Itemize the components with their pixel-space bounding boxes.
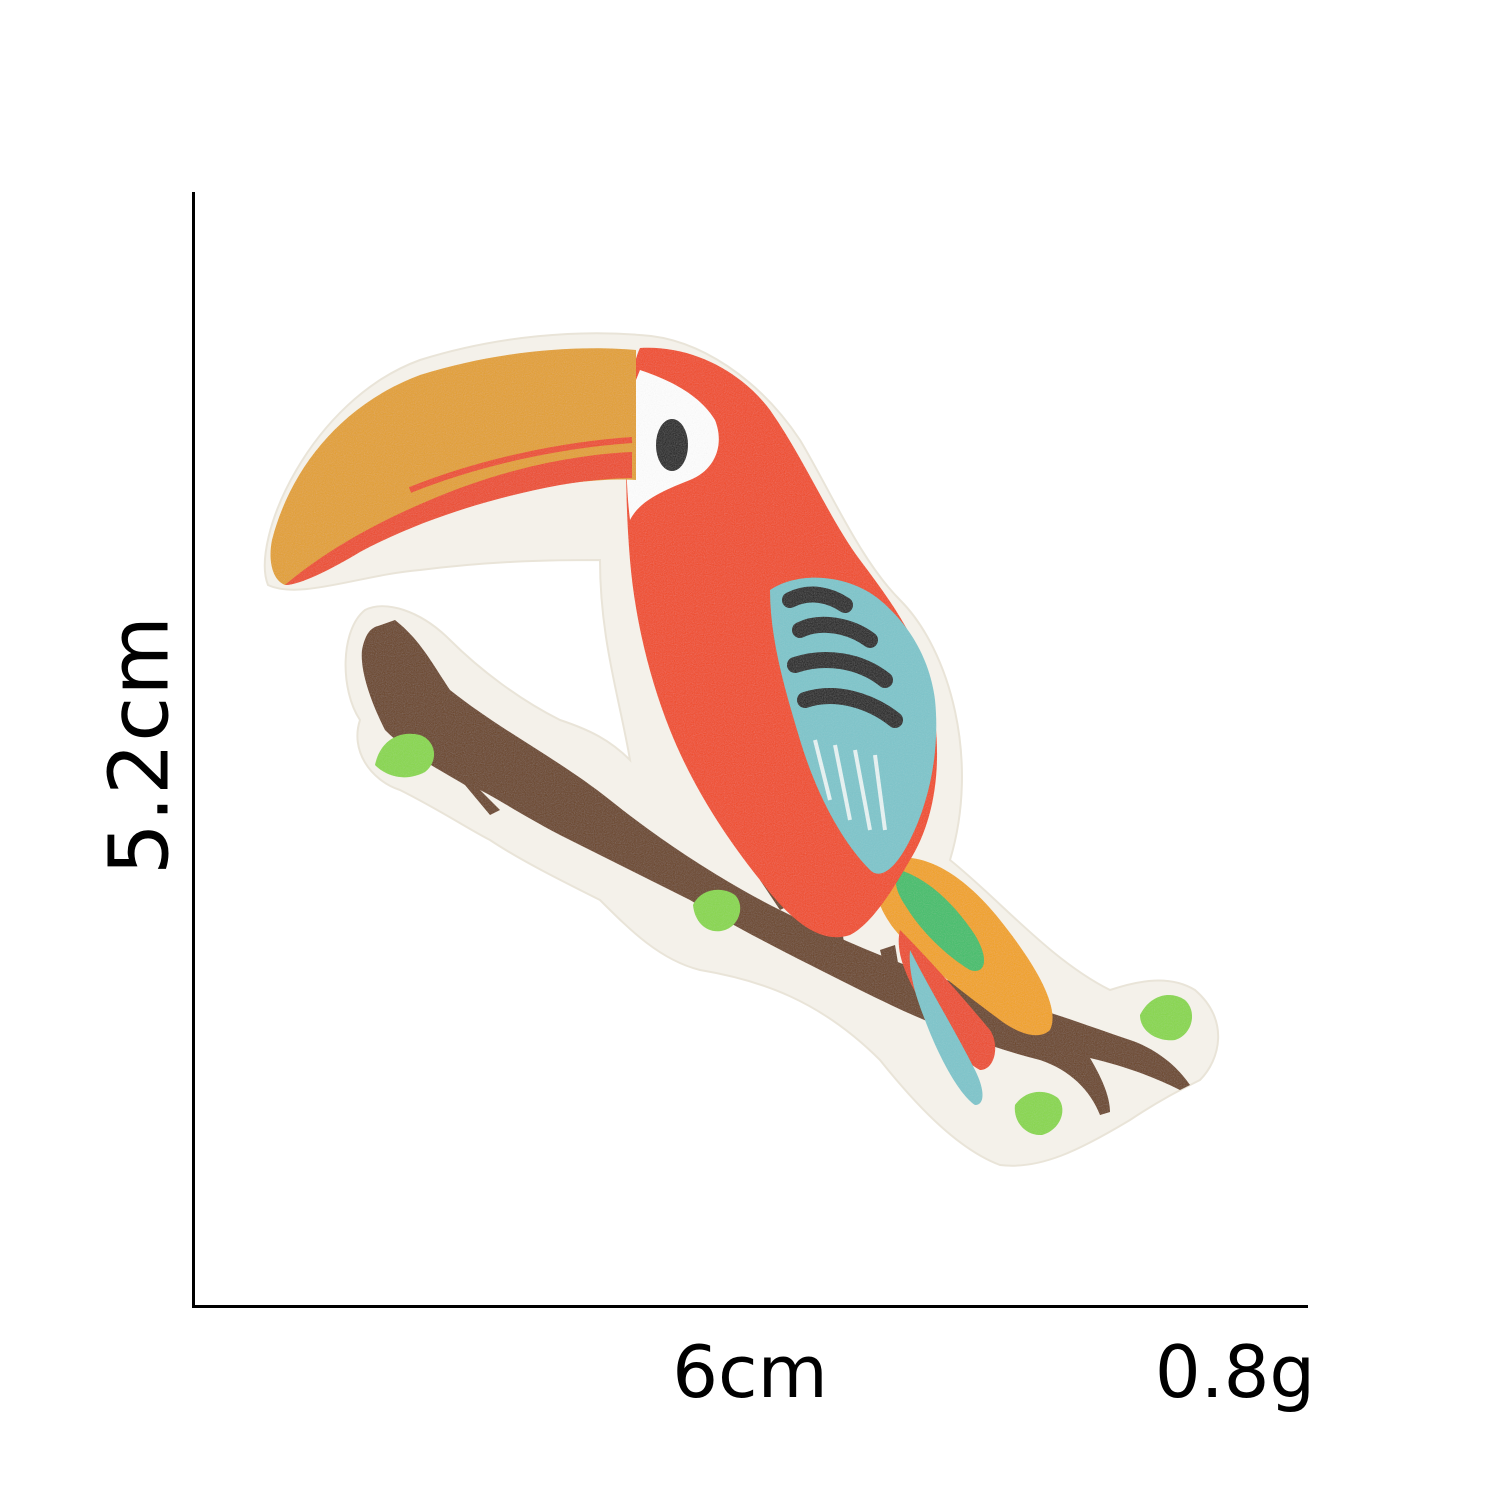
toucan-eye-icon	[656, 419, 688, 471]
toucan-wing	[770, 577, 937, 874]
vertical-dimension-line	[192, 192, 195, 1308]
horizontal-dimension-line	[192, 1305, 1308, 1308]
toucan-beak	[270, 348, 636, 585]
toucan-face	[626, 370, 719, 520]
width-label: 6cm	[672, 1330, 828, 1414]
weight-label: 0.8g	[1154, 1330, 1316, 1414]
toucan-tail	[876, 857, 1053, 1105]
